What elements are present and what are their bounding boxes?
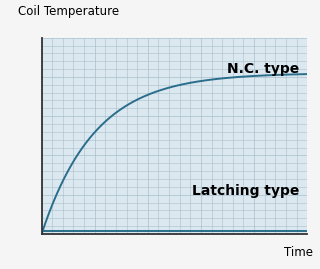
Text: Coil Temperature: Coil Temperature: [18, 5, 119, 18]
Text: Latching type: Latching type: [192, 184, 299, 198]
Text: N.C. type: N.C. type: [227, 62, 299, 76]
Text: Time: Time: [284, 246, 313, 259]
